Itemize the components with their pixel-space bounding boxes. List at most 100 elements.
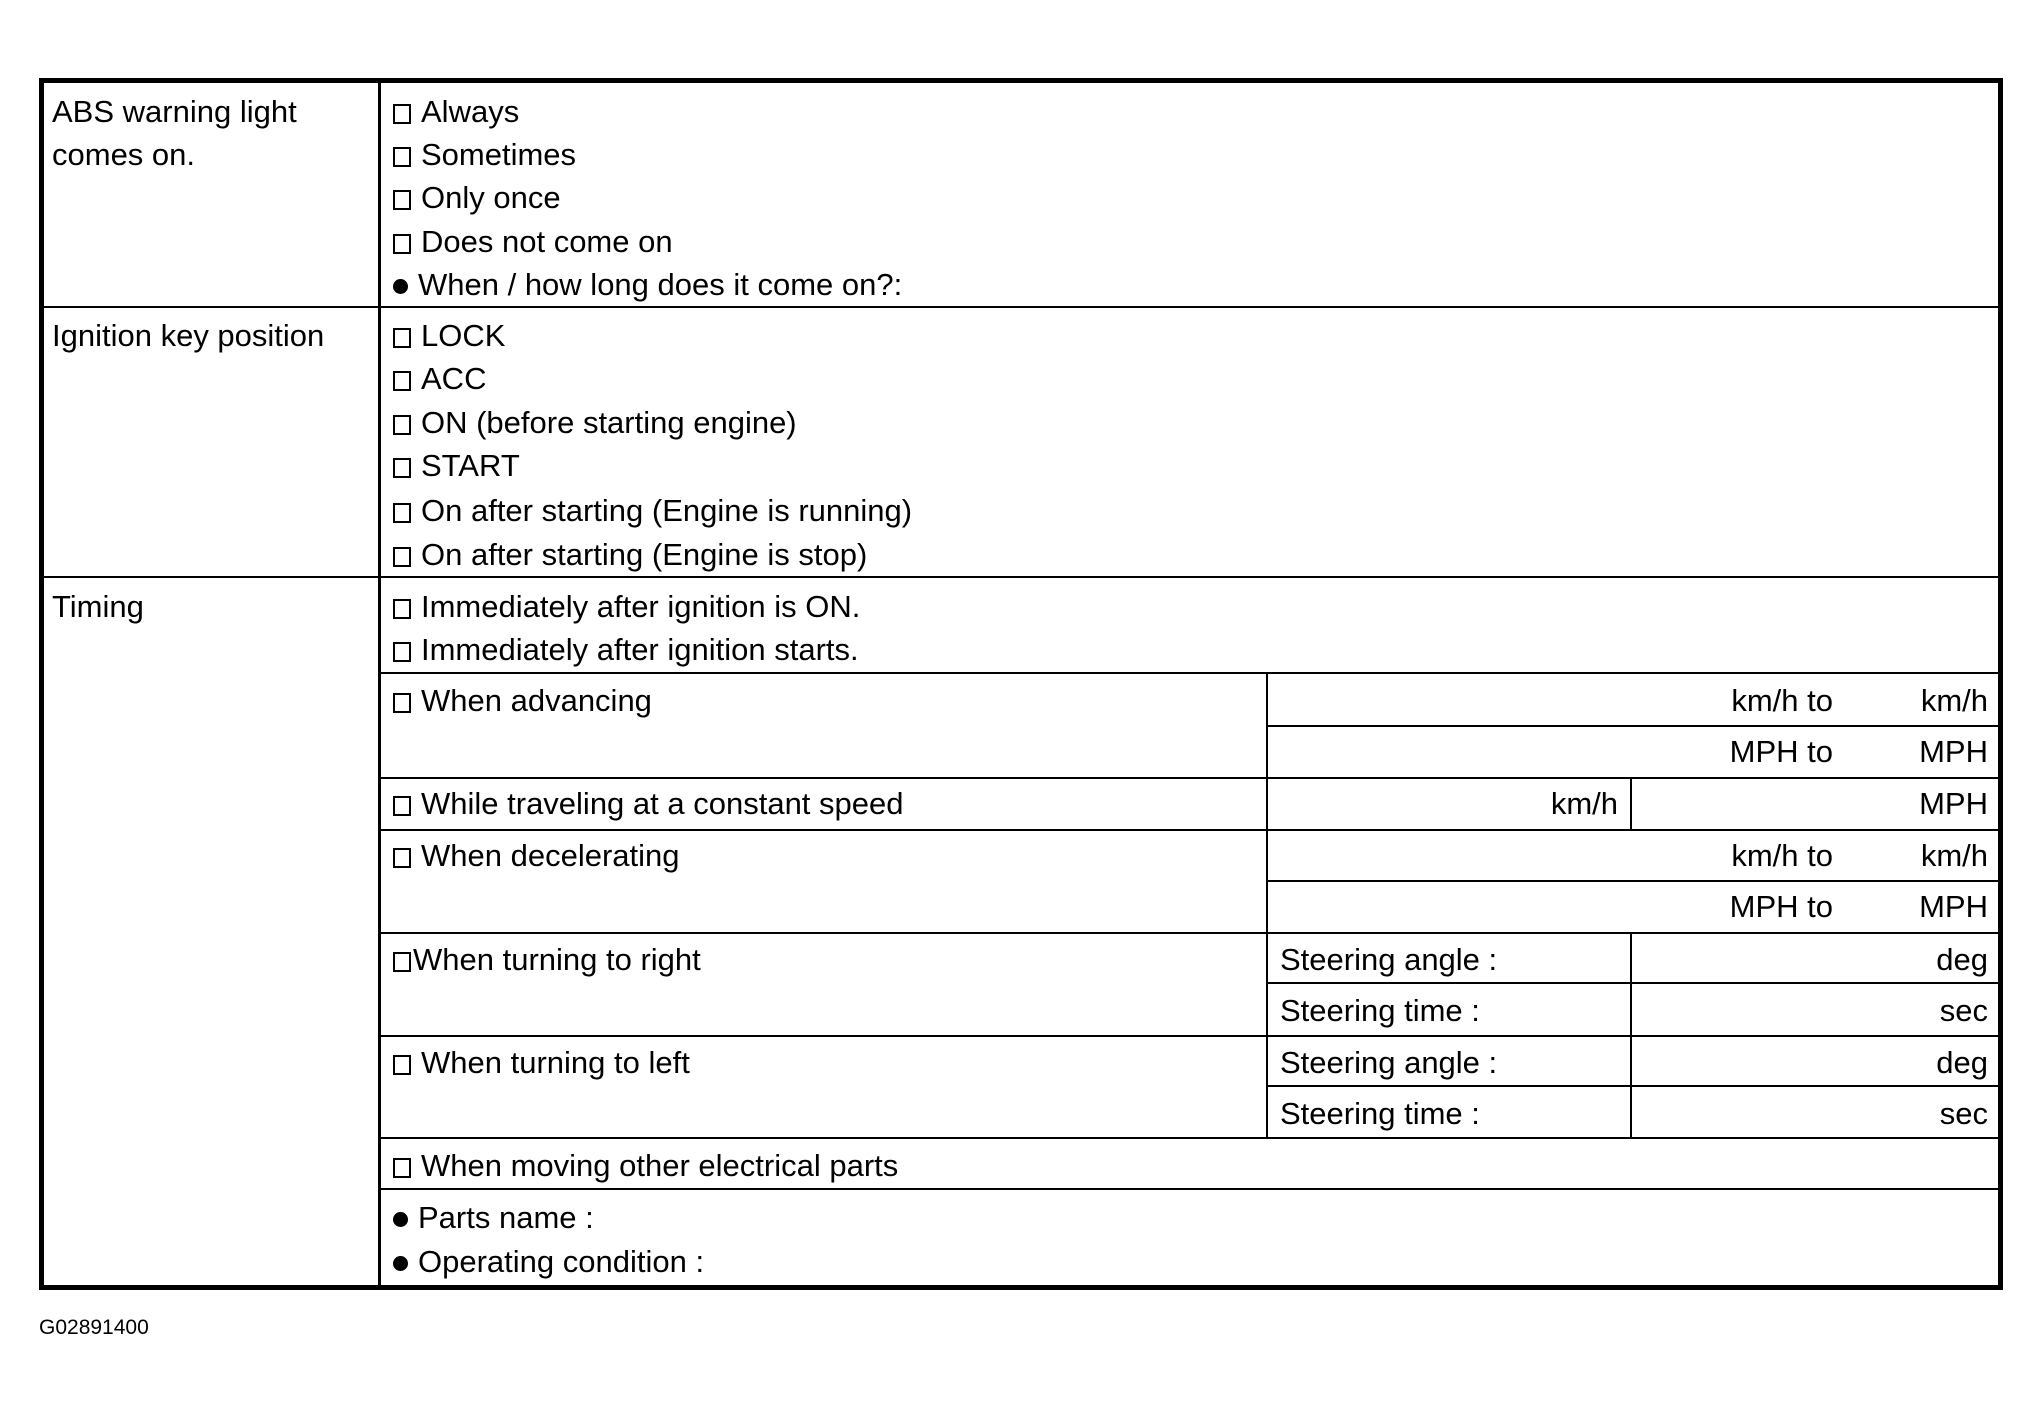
checkbox-icon[interactable] — [393, 104, 411, 124]
checkbox-sometimes[interactable]: Sometimes — [393, 136, 576, 174]
unit-label: MPH — [1919, 889, 1988, 924]
checkbox-electrical-parts[interactable]: When moving other electrical parts — [393, 1147, 898, 1185]
abs-question: When / how long does it come on?: — [393, 266, 902, 304]
column-divider — [1630, 933, 1632, 1138]
checkbox-only-once[interactable]: Only once — [393, 179, 561, 217]
row-divider — [42, 306, 1998, 308]
unit-label: MPH — [1919, 734, 1988, 769]
option-label: When decelerating — [421, 838, 680, 873]
row-divider — [380, 829, 1998, 831]
unit-label: deg — [1936, 1045, 1988, 1080]
checkbox-engine-running[interactable]: On after starting (Engine is running) — [393, 492, 912, 530]
unit-label: deg — [1936, 942, 1988, 977]
checkbox-on[interactable]: ON (before starting engine) — [393, 404, 797, 442]
row-divider — [1267, 725, 1998, 727]
checkbox-icon[interactable] — [393, 693, 411, 713]
unit-label: km/h — [1920, 683, 1988, 718]
row-divider — [42, 576, 1998, 578]
row-divider — [1267, 1085, 1998, 1087]
checkbox-start[interactable]: START — [393, 447, 520, 485]
steering-time-label: Steering time : — [1280, 993, 1480, 1028]
column-divider — [1266, 673, 1268, 1138]
abs-label: ABS warning light — [52, 94, 297, 129]
question-label: When / how long does it come on?: — [418, 267, 903, 302]
checkbox-constant-speed[interactable]: While traveling at a constant speed — [393, 785, 904, 823]
row-divider — [380, 1035, 1998, 1037]
checkbox-decelerating[interactable]: When decelerating — [393, 837, 680, 875]
option-label: Sometimes — [421, 137, 577, 172]
checkbox-immediate-start[interactable]: Immediately after ignition starts. — [393, 631, 859, 669]
option-label: ON (before starting engine) — [421, 405, 797, 440]
row-divider — [380, 932, 1998, 934]
checkbox-icon[interactable] — [393, 371, 411, 391]
row-divider — [380, 777, 1998, 779]
unit-label: km/h — [1920, 838, 1988, 873]
unit-label: MPH — [1919, 786, 1988, 821]
row-divider — [380, 1137, 1998, 1139]
checkbox-icon[interactable] — [393, 328, 411, 348]
checkbox-icon[interactable] — [393, 599, 411, 619]
row-divider — [380, 1188, 1998, 1190]
checkbox-icon[interactable] — [393, 190, 411, 210]
checkbox-icon[interactable] — [393, 458, 411, 478]
steering-angle-label: Steering angle : — [1280, 1045, 1498, 1080]
unit-label: sec — [1939, 1096, 1988, 1131]
field-label: Operating condition : — [418, 1244, 705, 1279]
parts-name-field: Parts name : — [393, 1199, 594, 1237]
row-divider — [1267, 880, 1998, 882]
timing-label: Timing — [52, 589, 144, 624]
option-label: On after starting (Engine is running) — [421, 493, 913, 528]
checkbox-icon[interactable] — [393, 1158, 411, 1178]
option-label: Immediately after ignition is ON. — [421, 589, 861, 624]
operating-condition-field: Operating condition : — [393, 1243, 704, 1281]
checkbox-acc[interactable]: ACC — [393, 360, 486, 398]
checkbox-lock[interactable]: LOCK — [393, 317, 505, 355]
unit-label: km/h to — [1731, 683, 1833, 718]
checkbox-icon[interactable] — [393, 1055, 411, 1075]
steering-time-label: Steering time : — [1280, 1096, 1480, 1131]
option-label: Always — [421, 94, 520, 129]
option-label: START — [421, 448, 520, 483]
option-label: When turning to right — [413, 942, 701, 977]
option-label: When moving other electrical parts — [421, 1148, 899, 1183]
steering-angle-label: Steering angle : — [1280, 942, 1498, 977]
checkbox-icon[interactable] — [393, 147, 411, 167]
row-divider — [1267, 982, 1998, 984]
form-table — [39, 78, 2003, 1290]
ignition-label: Ignition key position — [52, 318, 325, 353]
checkbox-icon[interactable] — [393, 547, 411, 567]
column-divider — [378, 80, 381, 1285]
checkbox-turning-right[interactable]: When turning to right — [393, 941, 701, 979]
checkbox-icon[interactable] — [393, 642, 411, 662]
checkbox-turning-left[interactable]: When turning to left — [393, 1044, 690, 1082]
figure-id: G02891400 — [39, 1316, 149, 1339]
checkbox-immediate-on[interactable]: Immediately after ignition is ON. — [393, 588, 860, 626]
bullet-icon — [393, 1212, 408, 1227]
option-label: On after starting (Engine is stop) — [421, 537, 868, 572]
unit-label: sec — [1939, 993, 1988, 1028]
option-label: When turning to left — [421, 1045, 690, 1080]
option-label: Only once — [421, 180, 561, 215]
checkbox-does-not-come-on[interactable]: Does not come on — [393, 223, 673, 261]
checkbox-always[interactable]: Always — [393, 93, 519, 131]
abs-label: comes on. — [52, 137, 196, 172]
checkbox-icon[interactable] — [393, 503, 411, 523]
bullet-icon — [393, 1256, 408, 1271]
checkbox-engine-stop[interactable]: On after starting (Engine is stop) — [393, 536, 867, 574]
unit-label: MPH to — [1729, 889, 1833, 924]
unit-label: km/h to — [1731, 838, 1833, 873]
field-label: Parts name : — [418, 1200, 594, 1235]
checkbox-icon[interactable] — [393, 848, 411, 868]
option-label: When advancing — [421, 683, 652, 718]
checkbox-icon[interactable] — [393, 415, 411, 435]
column-divider — [1630, 778, 1632, 830]
checkbox-icon[interactable] — [393, 234, 411, 254]
checkbox-icon[interactable] — [393, 796, 411, 816]
option-label: Does not come on — [421, 224, 673, 259]
option-label: Immediately after ignition starts. — [421, 632, 859, 667]
checkbox-advancing[interactable]: When advancing — [393, 682, 652, 720]
unit-label: MPH to — [1729, 734, 1833, 769]
option-label: ACC — [421, 361, 487, 396]
checkbox-icon[interactable] — [393, 952, 411, 972]
